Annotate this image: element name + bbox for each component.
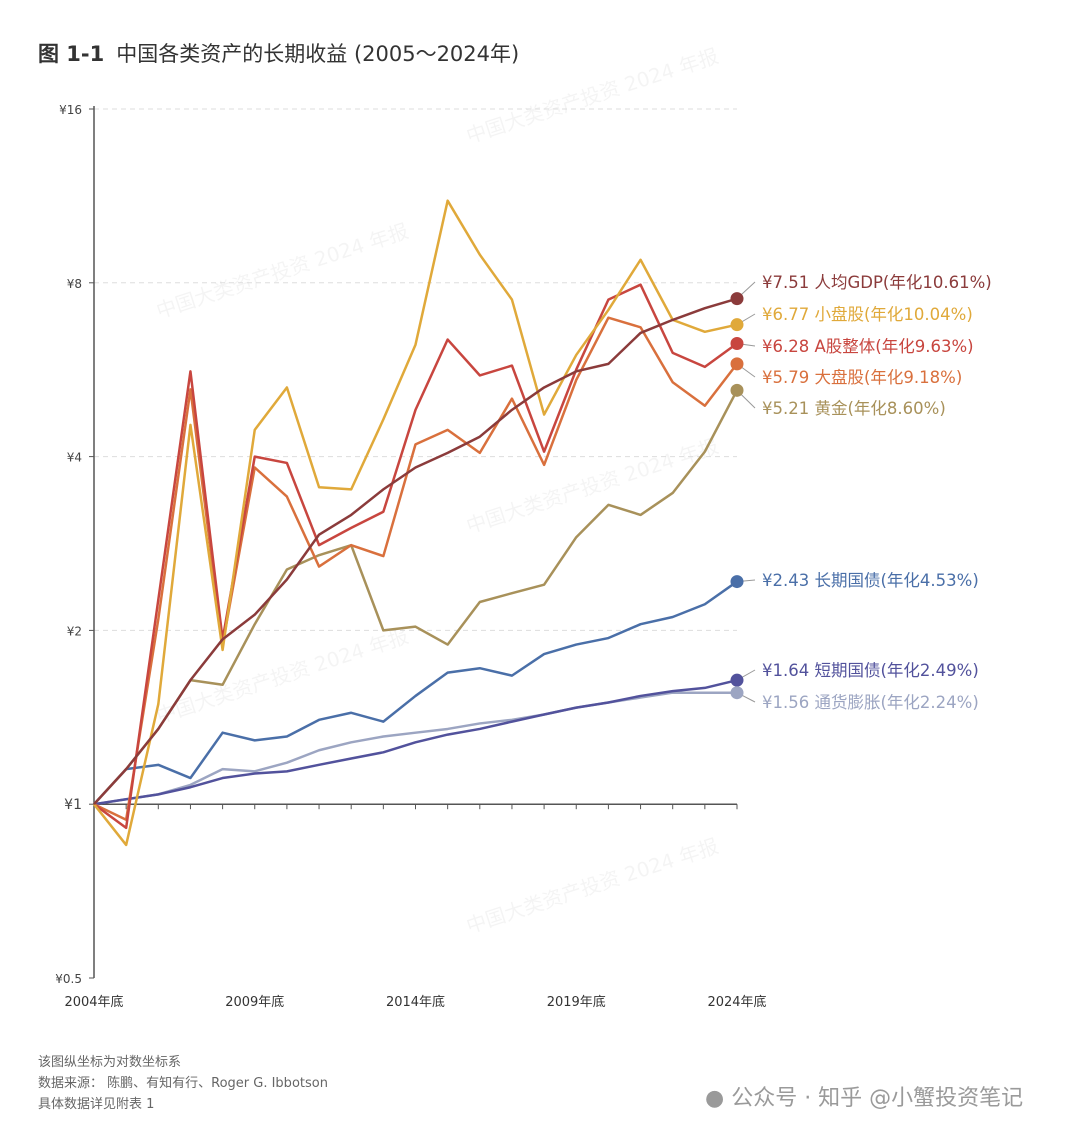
series-end-marker [730,318,744,332]
y-tick-label: ¥2 [67,624,82,638]
series-end-label: ¥5.79 大盘股(年化9.18%) [762,368,962,387]
x-tick-label: 2004年底 [64,994,123,1010]
series-end-label: ¥2.43 长期国债(年化4.53%) [762,571,979,590]
chart-title: 图 1-1 中国各类资产的长期收益 (2005～2024年) [38,38,519,68]
note-source: 数据来源： 陈鹏、有知有行、Roger G. Ibbotson [38,1076,328,1091]
series-line-小盘股 [93,199,738,847]
series-end-label: ¥1.64 短期国债(年化2.49%) [762,661,979,680]
series-end-label: ¥7.51 人均GDP(年化10.61%) [762,273,992,292]
series-end-marker [730,575,744,589]
y-tick-label: ¥4 [67,451,82,465]
series-end-marker [730,673,744,687]
x-tick-label: 2024年底 [707,994,766,1010]
wechat-icon: ● [705,1086,725,1111]
series-end-marker [730,336,744,350]
series-end-label: ¥5.21 黄金(年化8.60%) [762,399,946,418]
series-end-label: ¥6.77 小盘股(年化10.04%) [762,305,973,324]
series-line-黄金 [93,389,739,806]
y-tick-label: ¥0.5 [55,972,82,986]
x-tick-label: 2014年底 [386,994,445,1010]
series-end-label: ¥6.28 A股整体(年化9.63%) [762,337,974,356]
chart-notes: 该图纵坐标为对数坐标系 数据来源： 陈鹏、有知有行、Roger G. Ibbot… [38,1052,328,1115]
note-appendix: 具体数据详见附表 1 [38,1097,155,1112]
series-end-label: ¥1.56 通货膨胀(年化2.24%) [762,693,979,712]
y-tick-label: ¥8 [67,277,82,291]
series-line-人均GDP [93,297,738,806]
series-line-长期国债 [93,580,738,806]
source-mark: ● 公众号 · 知乎 @小蟹投资笔记 [705,1080,1023,1112]
source-mark-text: 公众号 · 知乎 @小蟹投资笔记 [731,1086,1024,1111]
series-end-marker [730,383,744,397]
series-end-marker [730,357,744,371]
y-tick-label: ¥16 [59,103,82,117]
series-line-大盘股 [93,316,738,821]
series-line-A股整体 [93,283,738,830]
x-tick-label: 2019年底 [547,994,606,1010]
series-end-marker [730,292,744,306]
y-tick-label: ¥1 [64,797,82,813]
series-end-marker [730,686,744,700]
note-log-scale: 该图纵坐标为对数坐标系 [38,1055,182,1070]
figure-number: 图 1-1 [38,42,105,66]
x-tick-label: 2009年底 [225,994,284,1010]
series-line-短期国债 [93,678,738,806]
title-text: 中国各类资产的长期收益 (2005～2024年) [116,42,520,66]
